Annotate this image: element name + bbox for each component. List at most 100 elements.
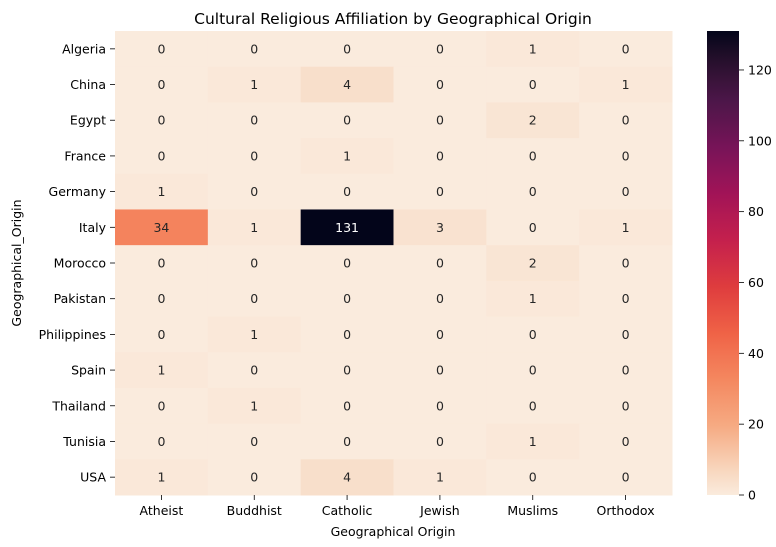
colorbar-ticks: 0 20 40 60 80 100 120 [739, 62, 772, 503]
cell-value-label: 0 [529, 327, 537, 342]
heatmap-cell [579, 173, 673, 210]
heatmap-cell [207, 423, 302, 460]
cell-value-label: 0 [157, 113, 165, 128]
cell-value-label: 0 [250, 184, 258, 199]
cell-value-label: 1 [622, 220, 630, 235]
heatmap-cell [579, 352, 673, 389]
x-axis-ticks: Atheist Buddhist Catholic Jewish Muslims Orth… [140, 495, 655, 518]
cell-value-label: 0 [250, 470, 258, 485]
cell-value-label: 1 [250, 77, 258, 92]
heatmap-cell [579, 423, 673, 460]
heatmap-cell [300, 31, 394, 68]
colorbar-tick-label: 20 [748, 417, 764, 432]
heatmap-cell [300, 423, 394, 460]
heatmap-cell [115, 66, 209, 103]
cell-value-label: 0 [157, 77, 165, 92]
heatmap-cell [207, 459, 302, 496]
cell-value-label: 0 [436, 41, 444, 56]
cell-value-label: 0 [343, 291, 351, 306]
heatmap-cell [393, 352, 487, 389]
heatmap-cell [393, 173, 487, 210]
heatmap-cell [486, 245, 580, 282]
heatmap-cell [115, 173, 209, 210]
cell-value-label: 0 [343, 41, 351, 56]
colorbar-tick-label: 40 [748, 346, 764, 361]
colorbar-tick-label: 80 [748, 204, 764, 219]
colorbar [707, 31, 739, 495]
cell-value-label: 0 [343, 398, 351, 413]
cell-value-label: 0 [436, 291, 444, 306]
heatmap-cell [207, 31, 302, 68]
cell-value-label: 0 [622, 41, 630, 56]
cell-value-label: 0 [157, 398, 165, 413]
x-tick-label: Catholic [322, 503, 373, 518]
heatmap-cell [300, 66, 394, 103]
heatmap-cell [300, 138, 394, 175]
heatmap-cell [300, 209, 394, 246]
y-tick-label: China [70, 77, 106, 92]
heatmap-cell [300, 387, 394, 425]
heatmap-cell [486, 316, 580, 353]
cell-value-label: 0 [343, 327, 351, 342]
heatmap-cell [579, 102, 673, 139]
heatmap-cell [579, 316, 673, 353]
cell-value-label: 1 [622, 77, 630, 92]
y-tick-label: Morocco [54, 256, 106, 271]
cell-value-label: 0 [250, 148, 258, 163]
x-tick-label: Jewish [419, 503, 460, 518]
y-axis-ticks: Algeria China Egypt France Germany Italy Moroc… [39, 41, 115, 485]
y-tick-label: France [64, 148, 106, 163]
heatmap-cell [207, 138, 302, 175]
cell-value-label: 0 [529, 220, 537, 235]
heatmap-cell [300, 352, 394, 389]
heatmap-cell [393, 316, 487, 353]
heatmap-cell [207, 387, 302, 425]
heatmap-cell [486, 102, 580, 139]
heatmap-cell [486, 423, 580, 460]
x-tick-label: Buddhist [227, 503, 282, 518]
heatmap-cell [300, 173, 394, 210]
cell-value-label: 0 [343, 363, 351, 378]
heatmap-cell [486, 387, 580, 425]
heatmap-cell [207, 316, 302, 353]
heatmap-cell [486, 209, 580, 246]
heatmap-cell [579, 66, 673, 103]
cell-value-label: 0 [436, 398, 444, 413]
cell-value-label: 1 [529, 41, 537, 56]
heatmap-cell [115, 31, 209, 68]
heatmap-cell [579, 31, 673, 68]
cell-value-label: 0 [529, 184, 537, 199]
cell-value-label: 2 [529, 113, 537, 128]
x-tick-label: Atheist [140, 503, 184, 518]
cell-value-label: 0 [250, 291, 258, 306]
cell-value-label: 1 [157, 363, 165, 378]
heatmap-cell [115, 280, 209, 318]
colorbar-tick-label: 0 [748, 488, 756, 503]
cell-value-label: 0 [157, 148, 165, 163]
cell-value-label: 0 [250, 41, 258, 56]
heatmap-cell [486, 459, 580, 496]
cell-value-label: 1 [250, 327, 258, 342]
cell-value-label: 0 [436, 148, 444, 163]
heatmap-cell [393, 102, 487, 139]
cell-value-label: 4 [343, 77, 351, 92]
cell-value-label: 0 [622, 327, 630, 342]
heatmap-cell [115, 102, 209, 139]
y-tick-label: Egypt [70, 113, 106, 128]
cell-value-label: 1 [529, 434, 537, 449]
cell-value-label: 0 [436, 77, 444, 92]
heatmap-cell [486, 280, 580, 318]
colorbar-tick-label: 100 [748, 133, 772, 148]
cell-value-label: 1 [157, 470, 165, 485]
x-tick-label: Orthodox [597, 503, 655, 518]
cell-value-label: 0 [622, 470, 630, 485]
heatmap-cell [393, 209, 487, 246]
cell-value-label: 0 [436, 256, 444, 271]
cell-value-label: 0 [157, 41, 165, 56]
cell-value-label: 0 [622, 148, 630, 163]
cell-value-label: 0 [343, 434, 351, 449]
heatmap-cell [115, 209, 209, 246]
chart-title: Cultural Religious Affiliation by Geogra… [194, 10, 592, 28]
colorbar-tick-label: 120 [748, 62, 772, 77]
